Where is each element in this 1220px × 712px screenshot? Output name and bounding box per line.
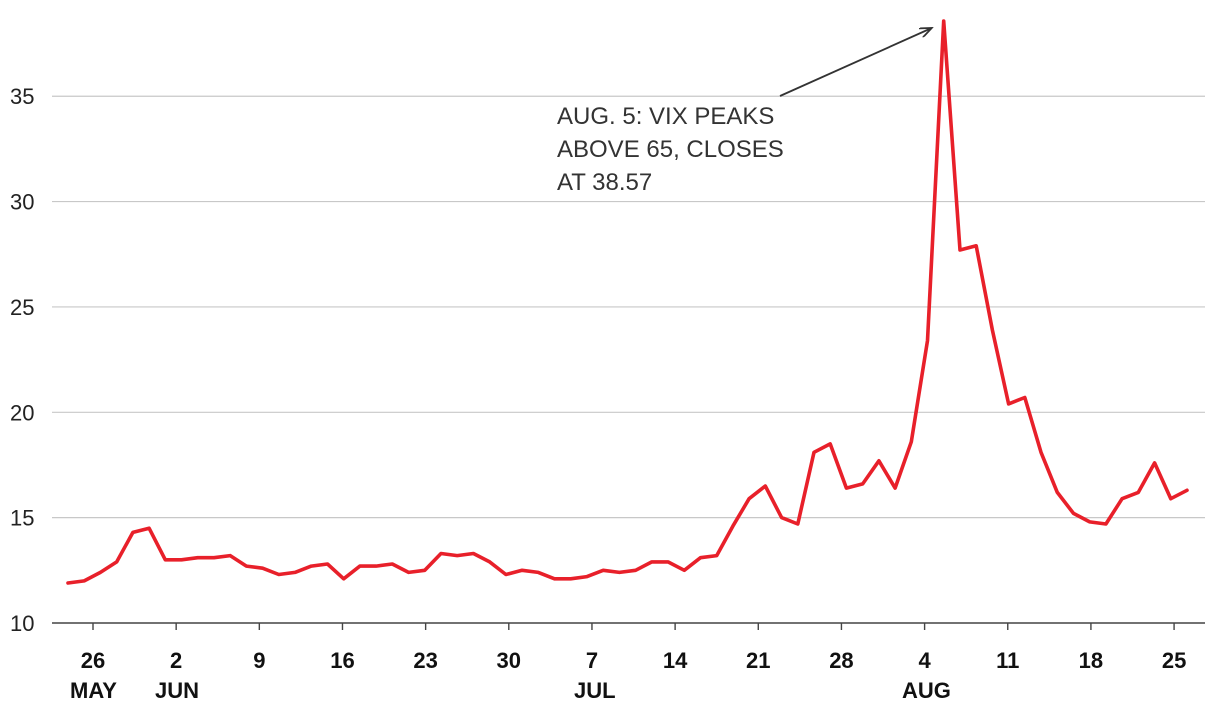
x-tick-label: 11 bbox=[996, 648, 1019, 673]
y-tick-label: 30 bbox=[10, 190, 34, 215]
x-tick-label: 16 bbox=[330, 648, 354, 673]
x-month-label: AUG bbox=[902, 678, 951, 703]
x-tick-label: 21 bbox=[746, 648, 770, 673]
annotation-line-2: ABOVE 65, CLOSES bbox=[557, 136, 784, 163]
x-month-label: JUN bbox=[155, 678, 199, 703]
annotation-line-1: AUG. 5: VIX PEAKS bbox=[557, 103, 774, 130]
y-tick-label: 15 bbox=[10, 506, 34, 531]
x-tick-label: 25 bbox=[1162, 648, 1186, 673]
x-tick-label: 26 bbox=[81, 648, 105, 673]
y-tick-label: 35 bbox=[10, 84, 34, 109]
y-axis-labels: 10 15 20 25 30 35 bbox=[10, 84, 34, 636]
x-tick-label: 14 bbox=[663, 648, 688, 673]
x-tick-label: 23 bbox=[413, 648, 437, 673]
annotation-line-3: AT 38.57 bbox=[557, 169, 652, 196]
y-tick-label: 25 bbox=[10, 295, 34, 320]
annotation-arrow bbox=[779, 28, 932, 97]
series-layer bbox=[66, 19, 1189, 585]
x-axis-labels: 26 2 9 16 23 30 7 14 21 28 4 11 18 25 MAY JUN JUL AUG bbox=[70, 623, 1186, 703]
gridlines bbox=[52, 95, 1205, 624]
x-tick-label: 4 bbox=[918, 648, 931, 673]
x-tick-label: 28 bbox=[829, 648, 853, 673]
x-tick-label: 18 bbox=[1079, 648, 1103, 673]
y-tick-label: 10 bbox=[10, 611, 34, 636]
x-tick-label: 2 bbox=[170, 648, 182, 673]
x-tick-label: 7 bbox=[586, 648, 598, 673]
x-tick-label: 9 bbox=[253, 648, 265, 673]
annotation: AUG. 5: VIX PEAKS ABOVE 65, CLOSES AT 38… bbox=[557, 28, 932, 196]
x-month-label: JUL bbox=[574, 678, 616, 703]
vix-series-line bbox=[66, 19, 1189, 585]
y-tick-label: 20 bbox=[10, 400, 34, 425]
x-month-label: MAY bbox=[70, 678, 117, 703]
x-tick-label: 30 bbox=[497, 648, 521, 673]
